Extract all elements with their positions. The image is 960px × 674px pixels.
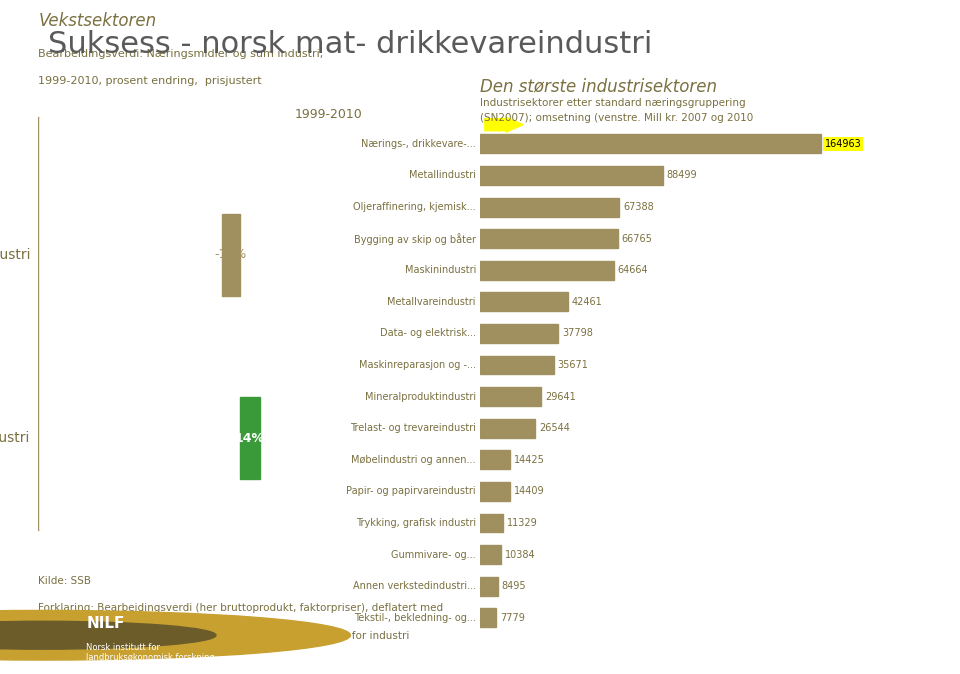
Bar — [480, 355, 554, 375]
Text: 7779: 7779 — [500, 613, 525, 623]
Text: Forklaring: Bearbeidingsverdi (her bruttoprodukt, faktorpriser), deflatert med: Forklaring: Bearbeidingsverdi (her brutt… — [38, 603, 444, 613]
Text: 29641: 29641 — [545, 392, 576, 402]
Text: 37798: 37798 — [562, 328, 593, 338]
Text: Bearbeidingsverdi: Næringsmidler og sum industri,: Bearbeidingsverdi: Næringsmidler og sum … — [38, 49, 324, 59]
Text: Øvrig industri: Øvrig industri — [0, 248, 31, 262]
Text: engroprisiindeks for næringsmidler og produsentprisindeks for industri: engroprisiindeks for næringsmidler og pr… — [38, 631, 410, 640]
Text: Metallvareindustri: Metallvareindustri — [388, 297, 476, 307]
Text: Maskinreparasjon og -...: Maskinreparasjon og -... — [359, 360, 476, 370]
Text: Vekstsektoren: Vekstsektoren — [38, 12, 156, 30]
Bar — [480, 387, 541, 406]
Text: Tekstil-, bekledning- og...: Tekstil-, bekledning- og... — [354, 613, 476, 623]
Text: Norsk institutt for
landbruksøkonomisk forskning: Norsk institutt for landbruksøkonomisk f… — [86, 642, 215, 662]
Text: Kilde: SSB: Kilde: SSB — [38, 576, 91, 586]
Bar — [480, 482, 510, 501]
Bar — [480, 419, 535, 437]
Bar — [480, 134, 821, 154]
Text: Suksess - norsk mat- drikkevareindustri: Suksess - norsk mat- drikkevareindustri — [48, 30, 653, 59]
Bar — [480, 197, 619, 216]
Text: 26544: 26544 — [539, 423, 569, 433]
Text: 67388: 67388 — [623, 202, 654, 212]
Bar — [480, 608, 496, 627]
Bar — [480, 450, 510, 469]
Text: 8495: 8495 — [501, 581, 526, 591]
Text: Papir- og papirvareindustri: Papir- og papirvareindustri — [347, 487, 476, 496]
Text: 164963: 164963 — [825, 139, 861, 149]
Text: 42461: 42461 — [571, 297, 603, 307]
Bar — [480, 545, 501, 564]
Text: Næringsmiddelindustri: Næringsmiddelindustri — [0, 431, 31, 445]
Text: NILF: NILF — [86, 616, 125, 631]
Text: Mineralproduktindustri: Mineralproduktindustri — [365, 392, 476, 402]
Text: -13%: -13% — [215, 248, 247, 262]
Text: 14425: 14425 — [514, 455, 544, 465]
Text: Bygging av skip og båter: Bygging av skip og båter — [354, 233, 476, 245]
Text: Metallindustri: Metallindustri — [409, 171, 476, 181]
Bar — [222, 214, 240, 296]
Bar — [480, 293, 567, 311]
Text: 1999-2010: 1999-2010 — [295, 108, 363, 121]
Text: Gummivare- og...: Gummivare- og... — [392, 549, 476, 559]
Bar — [480, 261, 613, 280]
Text: 66765: 66765 — [622, 234, 653, 243]
Bar — [480, 229, 618, 248]
Text: Nærings-, drikkevare-...: Nærings-, drikkevare-... — [361, 139, 476, 149]
Text: 14409: 14409 — [514, 487, 544, 496]
Text: Oljeraffinering, kjemisk...: Oljeraffinering, kjemisk... — [353, 202, 476, 212]
Text: 35671: 35671 — [558, 360, 588, 370]
Text: Data- og elektrisk...: Data- og elektrisk... — [380, 328, 476, 338]
Text: 1999-2010, prosent endring,  prisjustert: 1999-2010, prosent endring, prisjustert — [38, 76, 262, 86]
Text: 88499: 88499 — [667, 171, 697, 181]
Text: 164963: 164963 — [825, 139, 861, 149]
Circle shape — [0, 621, 216, 649]
Text: 14%: 14% — [235, 431, 265, 445]
Text: Den største industrisektoren: Den største industrisektoren — [480, 78, 717, 96]
Text: Maskinindustri: Maskinindustri — [404, 266, 476, 275]
Text: (SN2007); omsetning (venstre. Mill kr. 2007 og 2010: (SN2007); omsetning (venstre. Mill kr. 2… — [480, 113, 754, 123]
Circle shape — [0, 611, 350, 660]
Text: 11329: 11329 — [508, 518, 539, 528]
Text: Møbelindustri og annen...: Møbelindustri og annen... — [351, 455, 476, 465]
Bar — [240, 397, 260, 479]
Bar — [480, 166, 662, 185]
Text: Trelast- og trevareindustri: Trelast- og trevareindustri — [350, 423, 476, 433]
Text: Industrisektorer etter standard næringsgruppering: Industrisektorer etter standard næringsg… — [480, 98, 746, 108]
Bar — [480, 324, 558, 343]
Bar — [480, 577, 497, 596]
Text: Trykking, grafisk industri: Trykking, grafisk industri — [356, 518, 476, 528]
Text: 64664: 64664 — [617, 266, 648, 275]
Text: Annen verkstedindustri...: Annen verkstedindustri... — [353, 581, 476, 591]
Bar — [480, 514, 503, 532]
Text: 10384: 10384 — [506, 549, 536, 559]
